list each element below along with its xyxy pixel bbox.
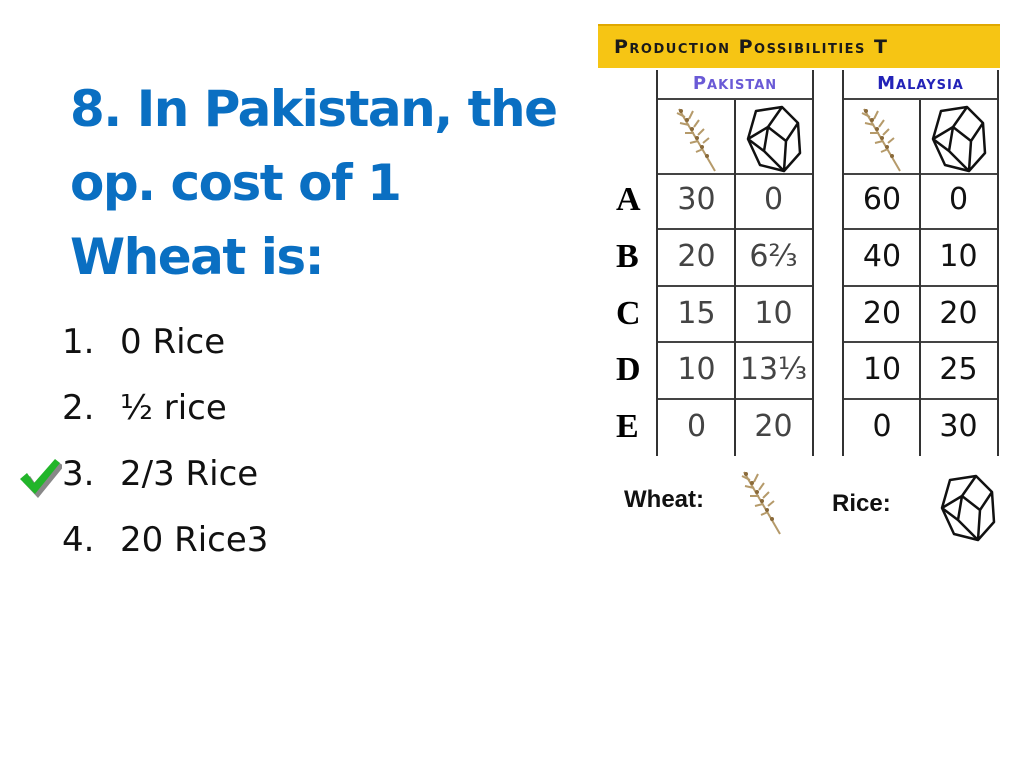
table-cell: 10: [735, 287, 812, 343]
table-cell: 10: [658, 343, 735, 400]
pakistan-table: Pakistan 30 0 20 6⅔ 15 10 10 13⅓ 0 20: [656, 70, 814, 456]
column-divider: [919, 100, 921, 456]
table-cell: 20: [754, 409, 793, 444]
table-banner: Production Possibilities T: [598, 24, 1000, 68]
table-cell: 0: [920, 173, 997, 230]
table-cell: 60: [844, 173, 920, 230]
table-cell: 15: [658, 287, 735, 343]
option-text: 0 Rice: [120, 322, 226, 362]
answer-options: 1. 0 Rice 2. ½ rice 3. 2/3 Rice 4. 20 Rice3: [20, 318, 268, 582]
table-cell: 10: [920, 230, 997, 287]
table-cell: 13⅓: [735, 343, 812, 400]
option-number: 1.: [62, 322, 95, 362]
rice-icon: [936, 470, 1000, 549]
answer-option: 4. 20 Rice3: [62, 516, 268, 582]
wheat-icon: [658, 100, 735, 175]
table-cell: 10: [844, 343, 920, 400]
rice-icon: [735, 100, 812, 175]
answer-option: 1. 0 Rice: [62, 318, 268, 384]
title-line: op. cost of 1: [70, 154, 402, 212]
table-cell: 20: [920, 287, 997, 343]
rice-icon: [920, 100, 997, 175]
table-cell: 20: [658, 230, 735, 287]
option-number: 3.: [62, 454, 95, 494]
production-possibilities-table: Production Possibilities T Pakistan 30 0 20…: [598, 24, 1024, 554]
title-line: 8. In Pakistan, the: [70, 80, 558, 138]
table-cell: 0: [872, 409, 892, 444]
option-text: ½ rice: [120, 388, 227, 428]
option-text: 20 Rice3: [120, 520, 269, 560]
row-label: B: [616, 238, 639, 275]
table-cell: 30: [658, 173, 735, 230]
legend-wheat-label: Wheat:: [624, 486, 704, 513]
wheat-icon: [844, 100, 920, 175]
question-title: 8. In Pakistan, the op. cost of 1 Wheat …: [70, 72, 570, 294]
row-label: E: [616, 408, 639, 445]
malaysia-table: Malaysia 60 0 40 10 20 20 10 25 0 30: [842, 70, 999, 456]
table-cell: 40: [844, 230, 920, 287]
row-label: A: [616, 181, 641, 218]
country-header-malaysia: Malaysia: [844, 70, 997, 100]
title-line: Wheat is:: [70, 228, 325, 286]
answer-option: 2. ½ rice: [62, 384, 268, 450]
country-header-pakistan: Pakistan: [658, 70, 812, 100]
table-cell: 20: [844, 287, 920, 343]
answer-option: 3. 2/3 Rice: [20, 450, 268, 516]
option-number: 2.: [62, 388, 95, 428]
option-number: 4.: [62, 520, 95, 560]
legend-rice-label: Rice:: [832, 490, 891, 517]
table-cell: 0: [735, 173, 812, 230]
column-divider: [734, 100, 736, 456]
table-cell: 30: [939, 409, 978, 444]
green-checkmark-icon: [18, 458, 64, 498]
row-label: D: [616, 351, 641, 388]
wheat-icon: [732, 464, 792, 543]
row-label: C: [616, 295, 641, 332]
table-cell: 6⅔: [735, 230, 812, 287]
table-cell: 0: [686, 409, 707, 444]
option-text: 2/3 Rice: [120, 454, 259, 494]
table-cell: 25: [920, 343, 997, 400]
